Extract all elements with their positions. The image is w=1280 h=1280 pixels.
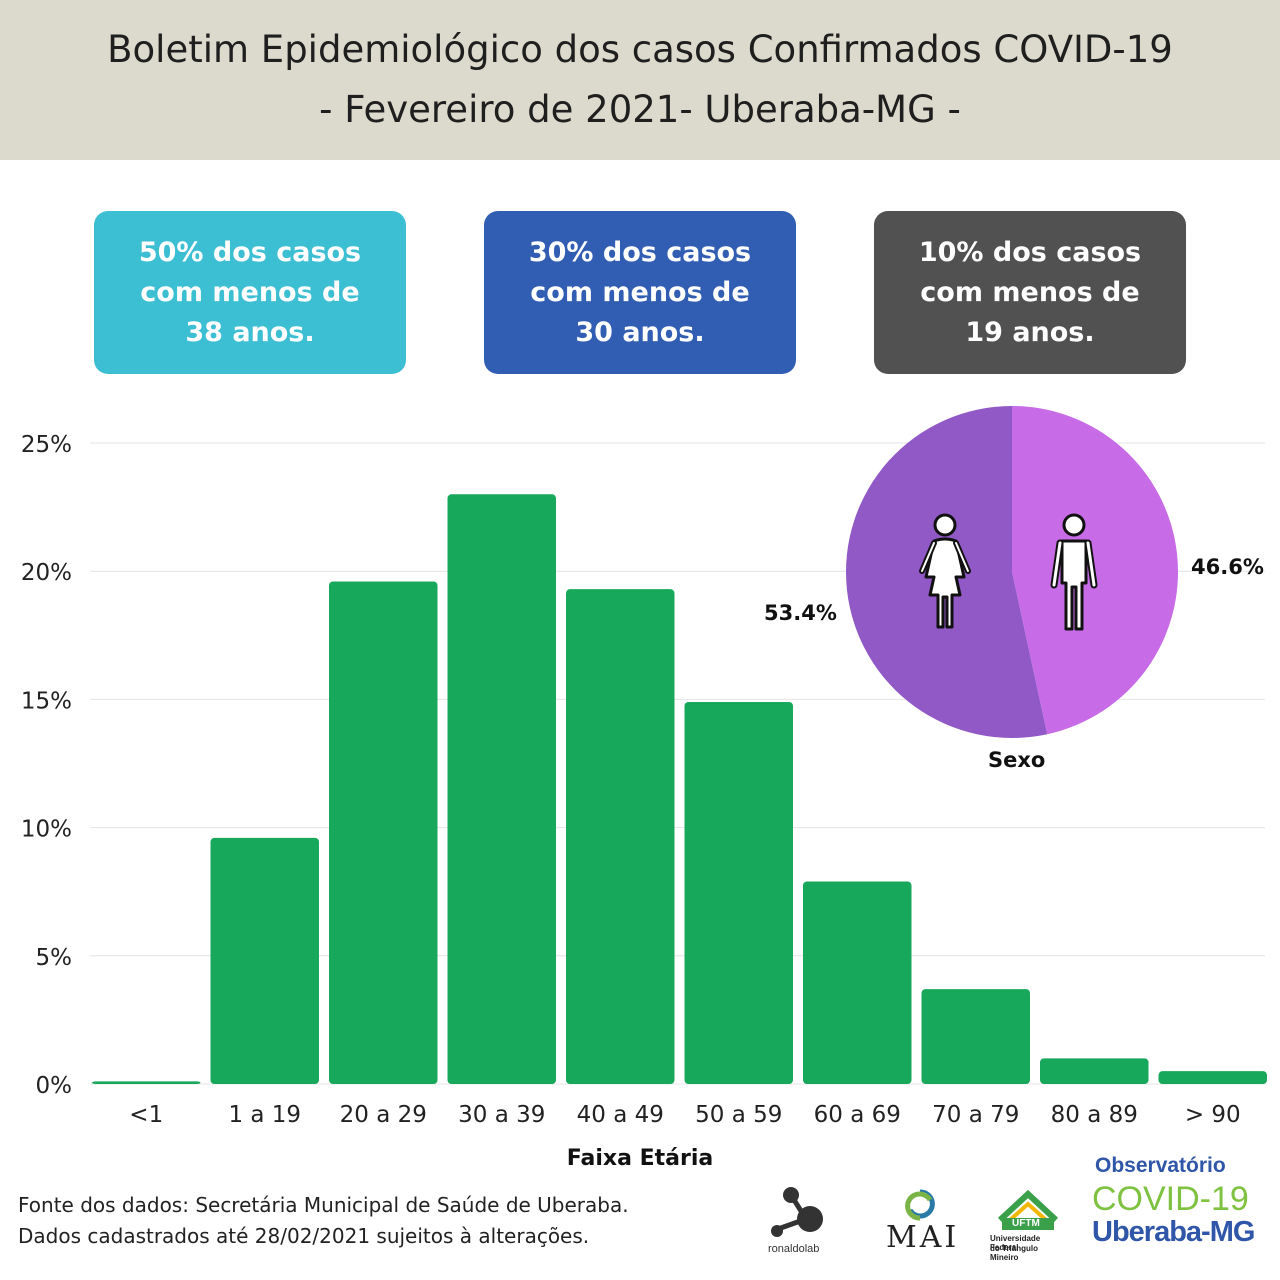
pie-label-male: 46.6% — [1191, 555, 1264, 579]
uftm-text: UFTM — [1012, 1218, 1040, 1229]
stat-card-30: 30% dos casos com menos de 30 anos. — [484, 211, 796, 374]
x-tick-label: 70 a 79 — [932, 1102, 1019, 1128]
stat-line: 50% dos casos — [138, 236, 362, 268]
x-tick-label: 1 a 19 — [228, 1102, 301, 1128]
x-tick-label: 60 a 69 — [814, 1102, 901, 1128]
bar — [210, 837, 319, 1084]
x-tick-label: 80 a 89 — [1051, 1102, 1138, 1128]
uftm-logo: UFTM Universidade Federal do Triângulo M… — [988, 1189, 1068, 1262]
sex-pie-chart — [845, 406, 1178, 738]
x-tick-label: 40 a 49 — [577, 1102, 664, 1128]
stat-line: 30 anos. — [575, 316, 705, 348]
stat-line: 19 anos. — [965, 316, 1095, 348]
age-bar-chart: 0% 5% 10% 15% 20% 25% <1 1 a 19 20 a 29 30 a 39 40… — [21, 432, 1267, 1171]
x-tick-label: <1 — [129, 1102, 163, 1128]
page-title: Boletim Epidemiológico dos casos Confirm… — [107, 28, 1173, 71]
mai-text: MAI — [886, 1220, 960, 1255]
observatorio-line3: Uberaba-MG — [1092, 1216, 1255, 1248]
observatorio-logo: Observatório COVID-19 Uberaba-MG — [1090, 1152, 1260, 1252]
footer-note: Dados cadastrados até 28/02/2021 sujeito… — [18, 1224, 590, 1248]
man-icon — [1050, 513, 1098, 631]
observatorio-line1: Observatório — [1095, 1154, 1226, 1177]
bar — [329, 581, 438, 1084]
stat-card-10: 10% dos casos com menos de 19 anos. — [874, 211, 1186, 374]
x-axis-label: Faixa Etária — [567, 1146, 713, 1171]
bar — [1158, 1071, 1267, 1084]
y-tick-label: 5% — [36, 945, 73, 971]
y-tick-label: 25% — [21, 432, 72, 458]
pie-title: Sexo — [988, 748, 1046, 772]
bar — [566, 589, 675, 1084]
pie-label-female: 53.4% — [764, 601, 837, 625]
stat-card-50: 50% dos casos com menos de 38 anos. — [94, 211, 406, 374]
bar — [447, 494, 556, 1084]
stat-line: com menos de — [140, 276, 360, 308]
stat-line: com menos de — [530, 276, 750, 308]
x-tick-label: 20 a 29 — [340, 1102, 427, 1128]
page-subtitle: - Fevereiro de 2021- Uberaba-MG - — [319, 88, 961, 131]
bar — [684, 701, 793, 1084]
y-tick-label: 0% — [36, 1073, 73, 1099]
header-banner: Boletim Epidemiológico dos casos Confirm… — [0, 0, 1280, 160]
observatorio-line2: COVID-19 — [1092, 1180, 1249, 1218]
y-tick-label: 15% — [21, 688, 72, 714]
stat-line: 30% dos casos — [528, 236, 752, 268]
ronaldolab-text: ronaldolab — [768, 1243, 820, 1255]
stat-line: 10% dos casos — [918, 236, 1142, 268]
x-tick-label: > 90 — [1185, 1102, 1241, 1128]
x-tick-label: 30 a 39 — [458, 1102, 545, 1128]
x-tick-label: 50 a 59 — [695, 1102, 782, 1128]
y-tick-label: 20% — [21, 560, 72, 586]
y-tick-label: 10% — [21, 817, 72, 843]
stat-line: com menos de — [920, 276, 1140, 308]
bar — [92, 1081, 201, 1084]
footer-source: Fonte dos dados: Secretária Municipal de… — [18, 1193, 629, 1217]
ronaldolab-logo: ronaldolab — [764, 1185, 834, 1260]
stat-line: 38 anos. — [185, 316, 315, 348]
uftm-caption: do Triângulo Mineiro — [990, 1244, 1038, 1262]
woman-icon — [919, 513, 971, 629]
uftm-caption: Universidade Federal — [990, 1234, 1041, 1252]
bar — [803, 881, 912, 1084]
bar — [1040, 1058, 1149, 1084]
bar — [921, 989, 1030, 1084]
mai-logo: MAI — [884, 1188, 956, 1260]
